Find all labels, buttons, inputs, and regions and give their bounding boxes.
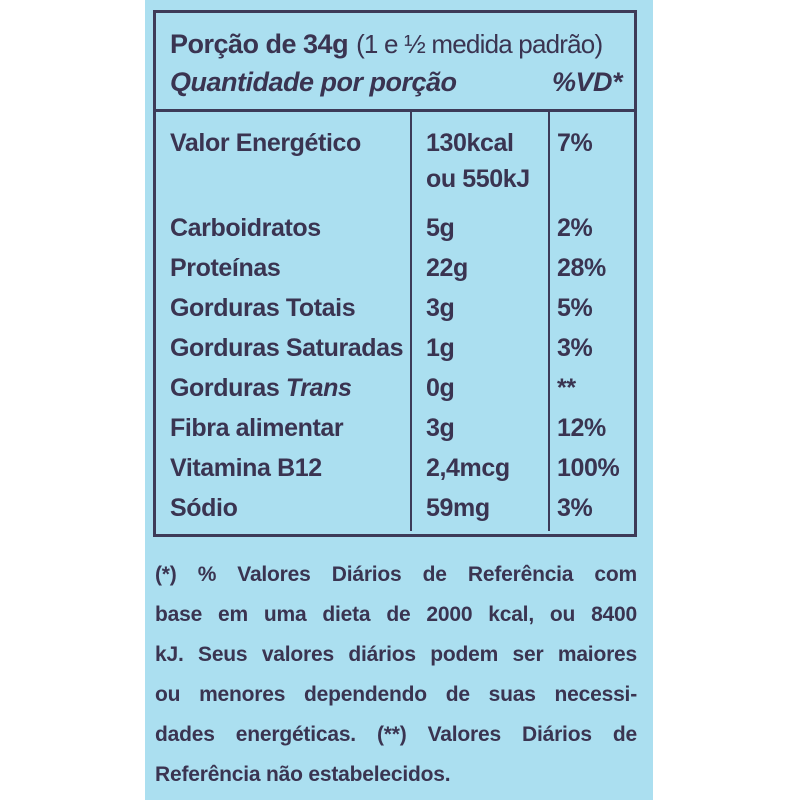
column-divider-dv	[548, 112, 550, 531]
footnote-line: dades energéticas. (**) Valores Diários …	[155, 723, 637, 746]
row-carbs-amount: 5g	[426, 214, 455, 242]
row-b12-amount: 2,4mcg	[426, 454, 510, 482]
quantity-line: Quantidade por porção %VD*	[170, 67, 623, 98]
column-divider-amount	[410, 112, 412, 531]
row-energy-dv: 7%	[557, 129, 593, 157]
row-totalfat-amount: 3g	[426, 294, 455, 322]
nutrition-grid: Valor Energético 130kcal ou 550kJ 7% Car…	[156, 112, 634, 530]
quantity-per-serving-label: Quantidade por porção	[170, 67, 457, 97]
footnote-line: (*) % Valores Diários de Referência com	[155, 563, 637, 586]
nutrition-table-box: Porção de 34g (1 e ½ medida padrão) Quant…	[153, 10, 637, 537]
portion-measure-note: (1 e ½ medida padrão)	[356, 29, 603, 59]
row-totalfat-name: Gorduras Totais	[170, 294, 356, 322]
row-fiber-name: Fibra alimentar	[170, 414, 344, 442]
row-energy-name: Valor Energético	[170, 129, 361, 157]
row-transfat-name-regular: Gorduras	[170, 374, 286, 402]
footnote-line: Referência não estabelecidos.	[155, 763, 451, 786]
row-protein-name: Proteínas	[170, 254, 281, 282]
row-transfat-amount: 0g	[426, 374, 455, 402]
row-satfat-dv: 3%	[557, 334, 593, 362]
row-sodium-dv: 3%	[557, 494, 593, 522]
row-carbs-dv: 2%	[557, 214, 593, 242]
row-fiber-amount: 3g	[426, 414, 455, 442]
row-fiber-dv: 12%	[557, 414, 606, 442]
nutrition-label-panel: Porção de 34g (1 e ½ medida padrão) Quant…	[145, 0, 653, 800]
row-totalfat-dv: 5%	[557, 294, 593, 322]
portion-size: Porção de 34g	[170, 29, 349, 59]
footnote-line: kJ. Seus valores diários podem ser maior…	[155, 643, 637, 666]
row-b12-name: Vitamina B12	[170, 454, 322, 482]
nutrition-table: Valor Energético 130kcal ou 550kJ 7% Car…	[156, 112, 634, 531]
row-satfat-amount: 1g	[426, 334, 455, 362]
row-carbs-name: Carboidratos	[170, 214, 321, 242]
footnote-line: ou menores dependendo de suas necessi-	[155, 683, 637, 706]
footnote: (*) % Valores Diários de Referência com …	[155, 555, 637, 795]
row-sodium-name: Sódio	[170, 494, 238, 522]
daily-value-column-header: %VD*	[551, 67, 623, 97]
row-protein-amount: 22g	[426, 254, 468, 282]
row-sodium-amount: 59mg	[426, 494, 490, 522]
footnote-line: base em uma dieta de 2000 kcal, ou 8400	[155, 603, 637, 626]
row-protein-dv: 28%	[557, 254, 606, 282]
row-b12-dv: 100%	[557, 454, 620, 482]
row-transfat-name: Gorduras Trans	[156, 370, 410, 410]
nutrition-header: Porção de 34g (1 e ½ medida padrão) Quant…	[156, 13, 634, 112]
row-satfat-name: Gorduras Saturadas	[170, 334, 404, 362]
row-energy-amount: 130kcal ou 550kJ	[426, 129, 530, 193]
row-transfat-dv: **	[557, 374, 576, 402]
row-transfat-name-italic: Trans	[285, 374, 352, 402]
portion-line: Porção de 34g (1 e ½ medida padrão)	[170, 29, 622, 60]
